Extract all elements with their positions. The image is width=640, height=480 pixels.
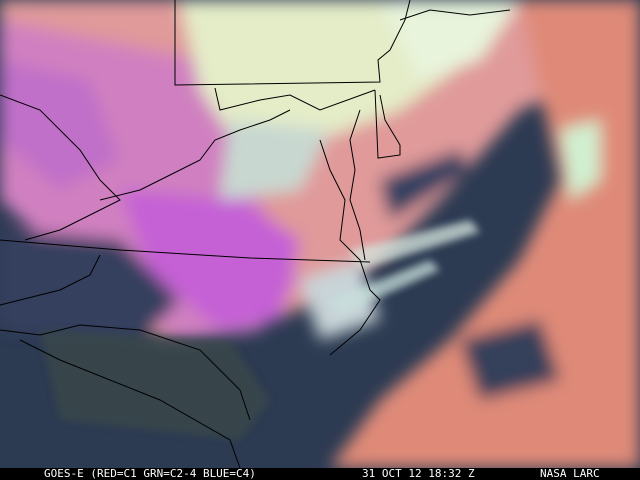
credit-label: NASA LARC <box>540 467 600 480</box>
observation-datetime: 31 OCT 12 18:32 Z <box>362 467 475 480</box>
satellite-imagery <box>0 0 640 468</box>
image-caption-bar: GOES-E (RED=C1 GRN=C2-4 BLUE=C4) 31 OCT … <box>0 468 640 480</box>
satellite-channel-label: GOES-E (RED=C1 GRN=C2-4 BLUE=C4) <box>44 467 256 480</box>
state-boundaries <box>0 0 511 468</box>
cloud-field <box>0 0 640 468</box>
